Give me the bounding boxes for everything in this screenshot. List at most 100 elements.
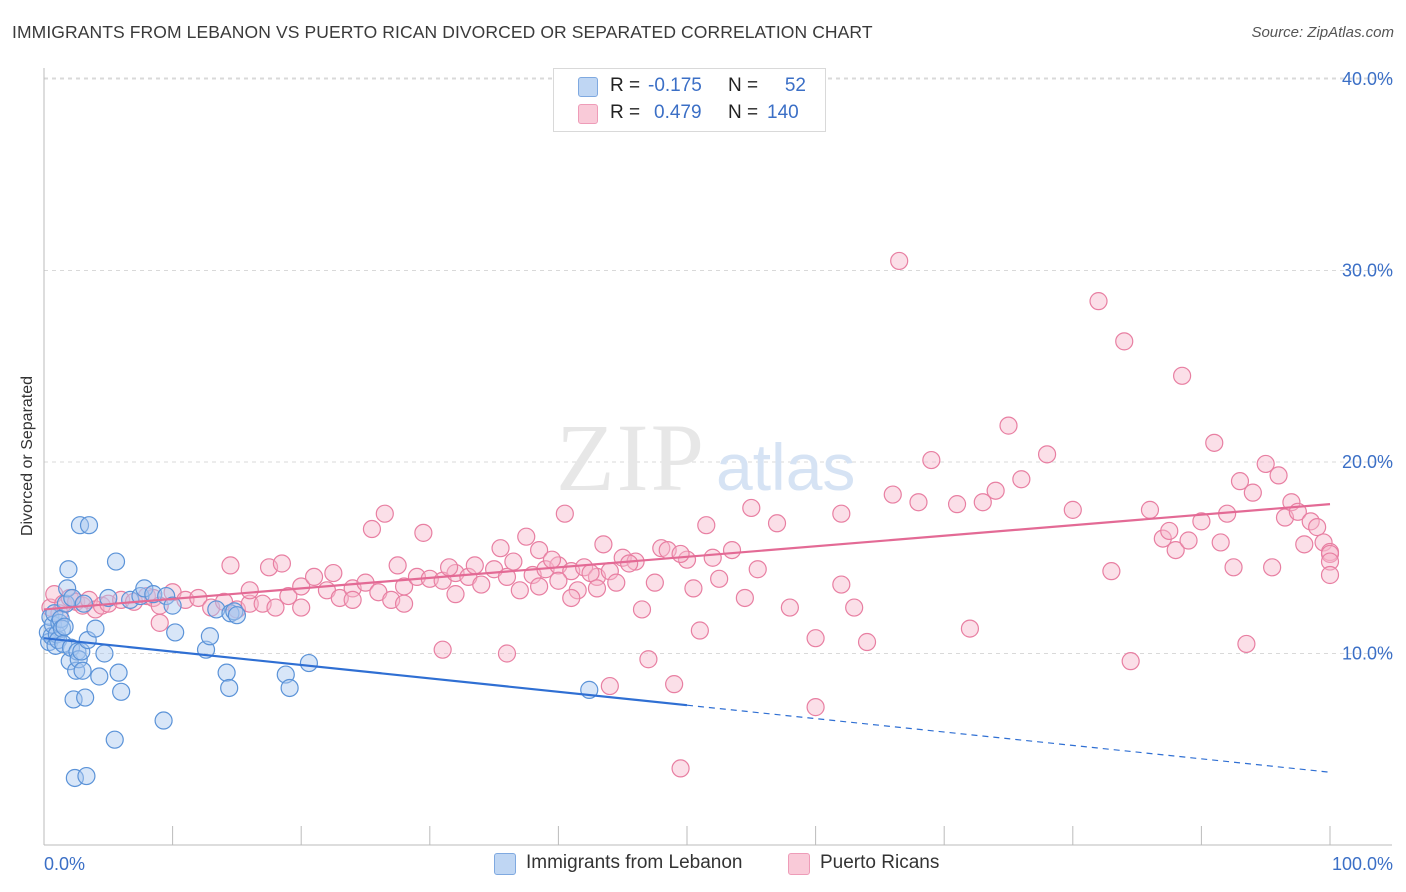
lebanon-point [227, 606, 246, 625]
lebanon-trend-line [43, 637, 688, 707]
puerto-ricans-point [1192, 512, 1211, 531]
puerto-ricans-point [150, 613, 169, 632]
puerto-ricans-point [375, 504, 394, 523]
puerto-ricans-point [510, 581, 529, 600]
puerto-ricans-point [439, 558, 459, 577]
lebanon-point [76, 688, 95, 707]
puerto-ricans-point [394, 594, 414, 613]
correlation-legend: R = -0.175 N = 52 R = 0.479 N = 140 [553, 68, 826, 132]
lebanon-point [68, 642, 87, 661]
puerto-ricans-point [806, 698, 825, 717]
puerto-ricans-point [832, 575, 851, 594]
puerto-ricans-point [1263, 558, 1282, 577]
puerto-ricans-point [292, 577, 311, 596]
puerto-ricans-point [832, 504, 851, 523]
legend-r-label: R = [610, 75, 641, 96]
puerto-ricans-point [735, 588, 754, 608]
puerto-ricans-point [221, 556, 240, 575]
lebanon-trend-extension [686, 704, 1331, 773]
trend-lines [43, 503, 1331, 773]
lebanon-point [65, 768, 84, 788]
puerto-ricans-point [362, 519, 382, 539]
lebanon-point [220, 678, 239, 698]
puerto-ricans-point [1160, 521, 1179, 541]
puerto-ricans-point [562, 588, 581, 608]
lebanon-point [59, 560, 78, 579]
puerto-ricans-point [697, 516, 716, 535]
legend-n-label: N = [728, 75, 759, 96]
lebanon-point [58, 579, 77, 598]
puerto-ricans-point [1230, 472, 1250, 491]
puerto-ricans-point [639, 650, 658, 669]
puerto-ricans-point [748, 560, 767, 579]
puerto-ricans-point [497, 644, 517, 663]
puerto-ricans-point [465, 556, 484, 575]
puerto-ricans-point [1295, 535, 1314, 554]
legend-swatch-lebanon [578, 77, 598, 97]
puerto-ricans-point [1314, 533, 1333, 552]
legend-label-lebanon: Immigrants from Lebanon [526, 852, 743, 873]
puerto-ricans-point [517, 527, 536, 546]
lebanon-point [105, 730, 124, 749]
lebanon-point [55, 617, 74, 636]
puerto-ricans-point [632, 600, 652, 619]
lebanon-point [280, 678, 299, 698]
puerto-ricans-point [414, 523, 433, 542]
legend-r-label: R = [610, 102, 641, 123]
puerto-ricans-point [986, 481, 1005, 500]
puerto-ricans-point [1166, 540, 1185, 560]
puerto-ricans-point [587, 579, 607, 598]
legend-n-value: 52 [784, 75, 806, 96]
lebanon-point [77, 766, 96, 786]
puerto-ricans-point [240, 594, 259, 613]
puerto-ricans-point [446, 585, 465, 604]
puerto-ricans-point [620, 554, 639, 573]
y-tick-label: 40.0% [1342, 69, 1393, 89]
puerto-ricans-point [999, 416, 1018, 435]
lebanon-point [64, 690, 83, 709]
puerto-ricans-point [1173, 366, 1192, 385]
puerto-ricans-point [1224, 558, 1243, 577]
lebanon-point [99, 588, 118, 608]
puerto-ricans-point [960, 619, 980, 638]
lebanon-point [121, 590, 140, 609]
puerto-ricans-point [845, 598, 864, 617]
puerto-ricans-point [671, 759, 690, 778]
puerto-ricans-point [1037, 445, 1057, 464]
axes [43, 68, 1392, 846]
legend-n-label: N = [728, 102, 759, 123]
puerto-ricans-point [1012, 470, 1031, 489]
puerto-ricans-point [555, 504, 574, 523]
lebanon-point [90, 667, 109, 686]
puerto-ricans-point [343, 590, 362, 609]
puerto-ricans-point [491, 539, 510, 558]
puerto-ricans-point [703, 548, 722, 567]
legend-swatch-puerto-ricans [788, 853, 810, 875]
puerto-ricans-point [607, 573, 626, 592]
puerto-ricans-point [504, 552, 523, 571]
lebanon-point [154, 711, 173, 730]
lebanon-point [52, 619, 72, 638]
puerto-ricans-point [1243, 483, 1262, 502]
chart-title: IMMIGRANTS FROM LEBANON VS PUERTO RICAN … [12, 22, 873, 42]
puerto-ricans-point [388, 556, 407, 575]
lebanon-point [112, 682, 131, 701]
puerto-ricans-point [806, 629, 825, 648]
puerto-ricans-point [530, 540, 549, 560]
puerto-ricans-point [1140, 500, 1160, 519]
lebanon-point [135, 579, 154, 598]
puerto-ricans-point [1102, 562, 1121, 581]
puerto-ricans-point [922, 450, 941, 470]
puerto-ricans-point [652, 539, 671, 558]
puerto-ricans-point [1115, 332, 1134, 351]
puerto-ricans-point [1320, 544, 1340, 564]
puerto-ricans-point [1205, 433, 1224, 452]
puerto-ricans-point [581, 563, 600, 583]
legend-r-value: 0.479 [654, 102, 702, 123]
puerto-ricans-point [600, 676, 619, 696]
watermark-zip: ZIP [556, 404, 706, 511]
puerto-ricans-point [1179, 531, 1198, 550]
puerto-ricans-point [292, 598, 311, 617]
tick-labels: 10.0% 20.0% 30.0% 40.0% 0.0% 100.0% [44, 69, 1393, 874]
